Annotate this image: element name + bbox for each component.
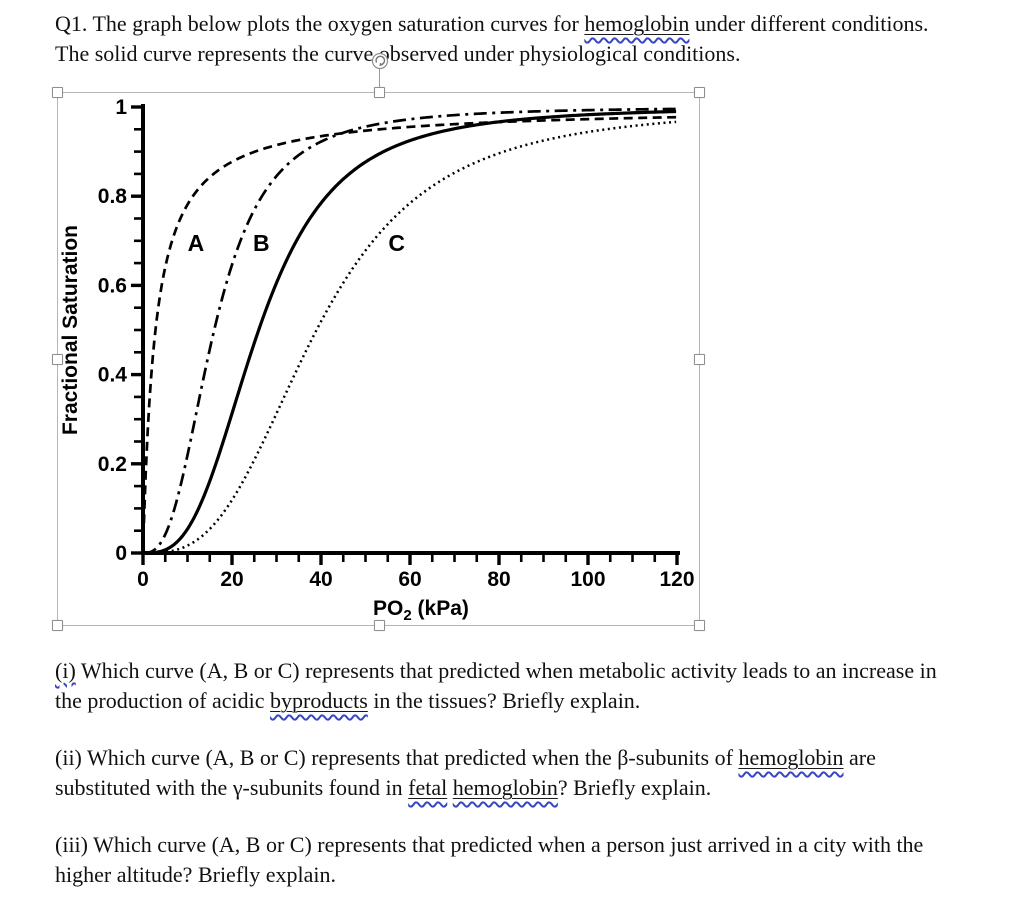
y-tick-label: 0 <box>115 542 127 565</box>
text-segment: (ii) Which curve (A, B or C) represents … <box>55 745 739 770</box>
physiological-solid-curve <box>143 109 677 555</box>
selection-handle-se[interactable] <box>694 620 705 631</box>
questions-block: (i) Which curve (A, B or C) represents t… <box>55 656 937 907</box>
curve-C <box>143 120 677 555</box>
x-tick-label: 100 <box>570 568 605 591</box>
curve-label-A: A <box>188 230 205 256</box>
text-segment: higher altitude? Briefly explain. <box>55 862 337 887</box>
text-segment: in the tissues? Briefly explain. <box>367 688 641 713</box>
text-segment: under different conditions. <box>689 11 929 36</box>
rotate-arrow-icon <box>375 55 386 66</box>
text-segment: fetal <box>408 775 448 800</box>
text-segment: (i) <box>55 658 76 683</box>
y-tick-label: 1 <box>115 96 127 119</box>
x-tick-label: 60 <box>398 568 421 591</box>
y-tick-label: 0.4 <box>98 364 128 387</box>
x-tick-label: 0 <box>137 568 149 591</box>
x-tick-label: 80 <box>487 568 510 591</box>
x-axis-title: PO2 (kPa) <box>373 597 469 624</box>
text-segment: are <box>843 745 876 770</box>
text-segment: The solid curve represents the curve obs… <box>55 41 741 66</box>
text-segment: ? Briefly explain. <box>557 775 712 800</box>
question-i: (i) Which curve (A, B or C) represents t… <box>55 656 937 716</box>
text-segment: hemoglobin <box>452 775 558 800</box>
curve-B <box>143 107 677 555</box>
x-tick-label: 40 <box>309 568 332 591</box>
text-segment: hemoglobin <box>584 11 690 36</box>
text-segment: Which curve (A, B or C) represents that … <box>75 658 937 683</box>
rotation-handle[interactable] <box>371 52 389 70</box>
text-segment: Q1. The graph below plots the oxygen sat… <box>55 11 585 36</box>
text-segment: (iii) Which curve (A, B or C) represents… <box>55 832 924 857</box>
y-tick-label: 0.8 <box>98 185 128 208</box>
selection-handle-sw[interactable] <box>52 620 63 631</box>
selection-handle-s[interactable] <box>374 620 385 631</box>
selection-handle-nw[interactable] <box>52 87 63 98</box>
text-segment: substituted with the γ-subunits found in <box>55 775 409 800</box>
rotate-arrowhead-icon <box>379 62 384 67</box>
y-tick-label: 0.2 <box>98 453 127 476</box>
selection-handle-n[interactable] <box>374 87 385 98</box>
selection-handle-ne[interactable] <box>694 87 705 98</box>
rotation-handle-stem <box>379 69 380 88</box>
image-selection-border[interactable] <box>52 52 705 631</box>
text-segment: the production of acidic <box>55 688 271 713</box>
text-segment: hemoglobin <box>738 745 844 770</box>
selection-handle-w[interactable] <box>52 354 63 365</box>
text-segment: byproducts <box>270 688 368 713</box>
question-intro-text: Q1. The graph below plots the oxygen sat… <box>55 9 929 69</box>
question-ii: (ii) Which curve (A, B or C) represents … <box>55 743 937 803</box>
curve-A <box>142 115 677 524</box>
x-tick-label: 20 <box>220 568 243 591</box>
y-axis-title: Fractional Saturation <box>59 225 82 435</box>
question-iii: (iii) Which curve (A, B or C) represents… <box>55 830 937 890</box>
selection-handle-e[interactable] <box>694 354 705 365</box>
x-tick-label: 120 <box>659 568 694 591</box>
y-tick-label: 0.6 <box>98 274 127 297</box>
curve-label-B: B <box>253 230 270 256</box>
curve-label-C: C <box>388 230 405 256</box>
